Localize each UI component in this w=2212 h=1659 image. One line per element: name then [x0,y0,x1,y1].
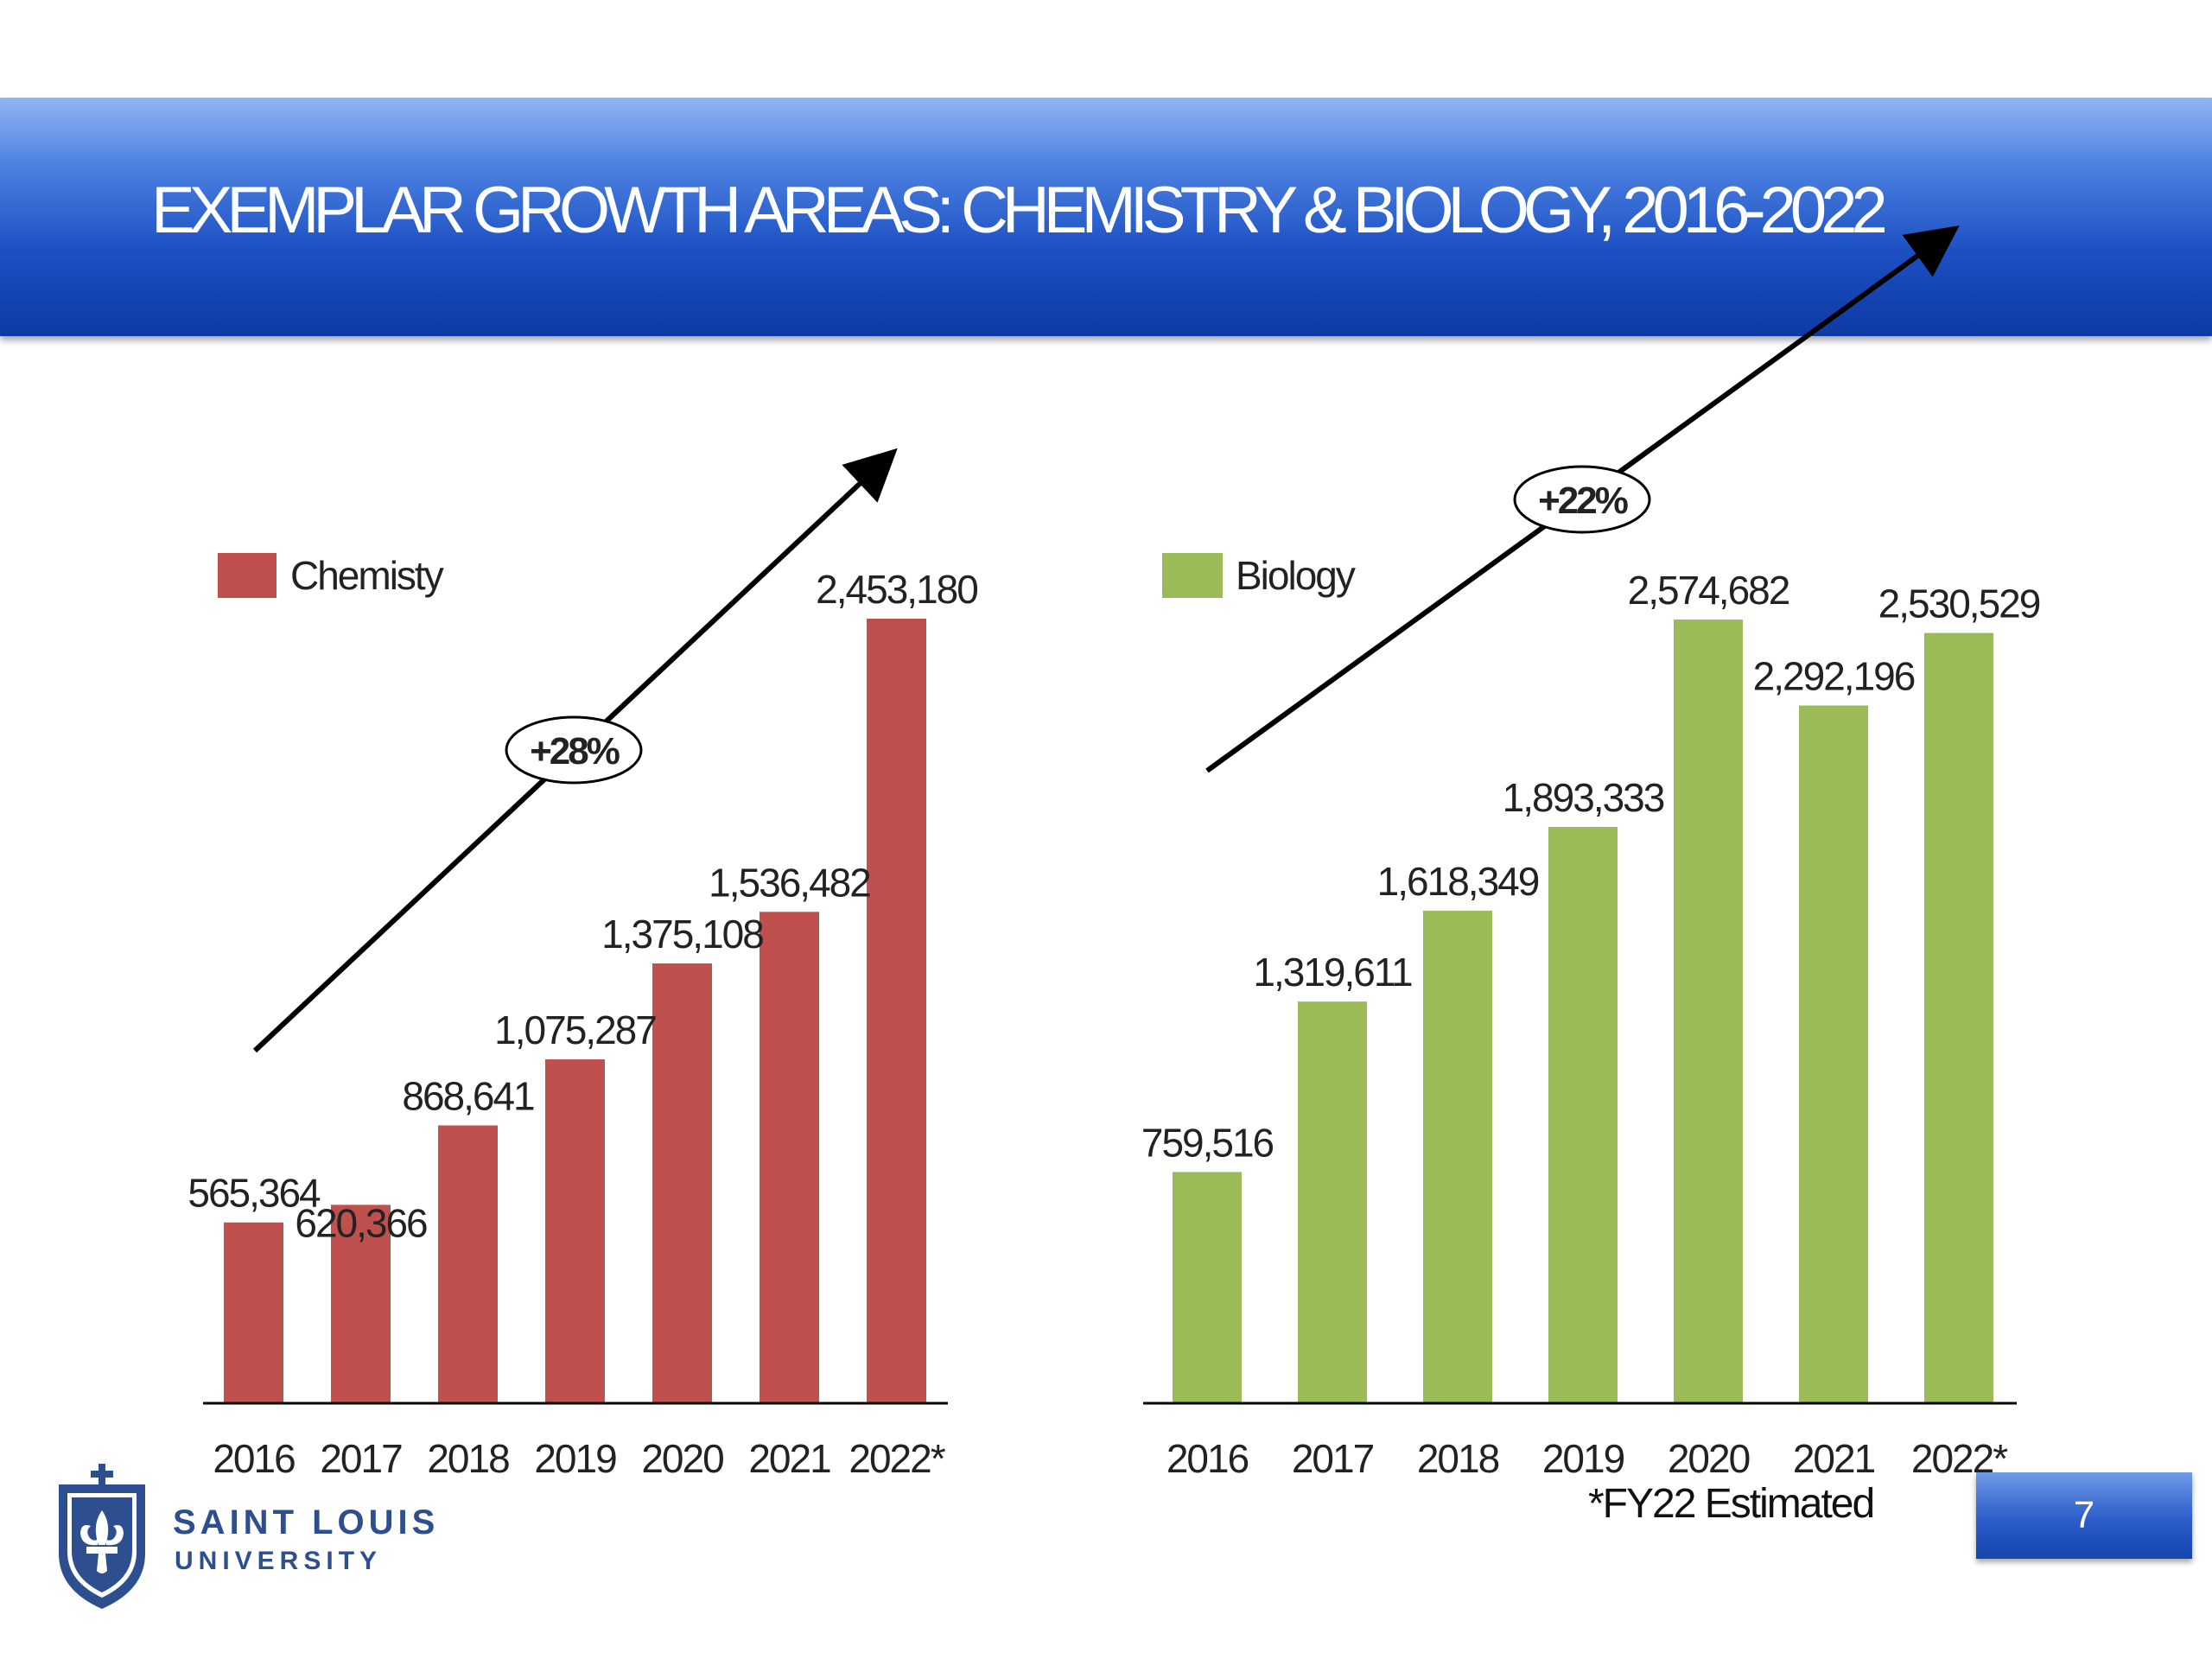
chemistry-tick-label: 2020 [641,1436,723,1481]
footnote: *FY22 Estimated [1588,1481,1875,1527]
chemistry-growth-badge [505,715,643,785]
chemistry-bar [438,1125,498,1403]
biology-bar [1548,827,1618,1403]
chemistry-value-label: 1,536,482 [709,860,870,905]
chemistry-value-label: 2,453,180 [816,567,977,612]
biology-tick-label: 2018 [1417,1436,1499,1481]
chemistry-tick-label: 2018 [427,1436,509,1481]
chemistry-value-label: 1,075,287 [494,1007,656,1052]
biology-tick-label: 2017 [1292,1436,1374,1481]
slide-title: EXEMPLAR GROWTH AREAS: CHEMISTRY & BIOLO… [151,174,1888,247]
page-number: 7 [2073,1494,2095,1536]
title-banner [0,98,2212,336]
biology-growth-label: +22% [1538,480,1628,522]
biology-bars [1173,620,1993,1403]
chemistry-bar [652,963,712,1403]
chemistry-bars [224,619,926,1403]
page-number-box: 7 [1976,1472,2192,1559]
chemistry-bar [224,1222,283,1403]
biology-bar [1924,632,1993,1403]
biology-value-label: 1,893,333 [1503,775,1664,820]
logo-text-line2: UNIVERSITY [175,1547,383,1575]
biology-value-label: 1,319,611 [1253,950,1412,995]
logo-text-line1: SAINT LOUIS [173,1503,440,1541]
biology-bar [1423,910,1492,1403]
chemistry-value-label: 868,641 [402,1073,534,1118]
biology-tick-label: 2016 [1166,1436,1249,1481]
chemistry-value-label: 565,364 [188,1171,321,1216]
biology-value-label: 2,574,682 [1628,568,1789,613]
biology-chart: +22% Biology 759,516 1,319,611 1,618,349 1,… [1141,225,2042,1481]
biology-tick-label: 2019 [1542,1436,1624,1481]
biology-value-labels: 759,516 1,319,611 1,618,349 1,893,333 2,574,… [1141,568,2042,1165]
chemistry-value-label: 620,366 [295,1200,427,1245]
biology-tick-label: 2021 [1793,1436,1875,1481]
biology-bar [1799,705,1868,1403]
chemistry-tick-label: 2022* [849,1436,945,1481]
university-logo: SAINT LOUIS UNIVERSITY [50,1460,435,1616]
chemistry-value-label: 1,375,108 [601,912,763,957]
chemistry-legend-label: Chemisty [290,553,444,598]
chemistry-growth-label: +28% [530,730,620,772]
biology-bar [1674,620,1743,1403]
chemistry-tick-label: 2017 [320,1436,402,1481]
biology-legend-label: Biology [1236,553,1356,598]
chemistry-tick-label: 2021 [748,1436,830,1481]
chemistry-tick-labels: 2016 2017 2018 2019 2020 2021 2022* [213,1436,947,1481]
chemistry-tick-label: 2016 [213,1436,295,1481]
biology-bar [1173,1172,1242,1403]
biology-tick-label: 2020 [1668,1436,1750,1481]
biology-tick-labels: 2016 2017 2018 2019 2020 2021 2022* [1166,1436,2010,1481]
chemistry-bar [545,1059,605,1403]
biology-value-label: 1,618,349 [1377,859,1539,904]
chemistry-bar [760,912,819,1403]
chemistry-legend-swatch [218,553,276,598]
biology-value-label: 2,292,196 [1753,654,1915,699]
chemistry-tick-label: 2019 [534,1436,616,1481]
biology-value-label: 2,530,529 [1878,582,2040,626]
fleur-de-lis-shield-icon [59,1464,145,1609]
biology-growth-badge [1513,465,1651,534]
chemistry-bar [867,619,926,1403]
biology-bar [1298,1001,1367,1403]
biology-value-label: 759,516 [1141,1120,1274,1165]
biology-legend-swatch [1162,553,1223,598]
chemistry-bar [331,1205,391,1403]
